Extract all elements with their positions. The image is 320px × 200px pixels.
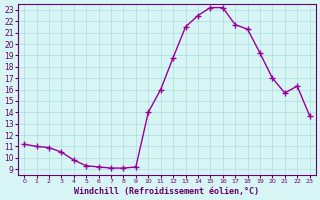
X-axis label: Windchill (Refroidissement éolien,°C): Windchill (Refroidissement éolien,°C) — [74, 187, 260, 196]
